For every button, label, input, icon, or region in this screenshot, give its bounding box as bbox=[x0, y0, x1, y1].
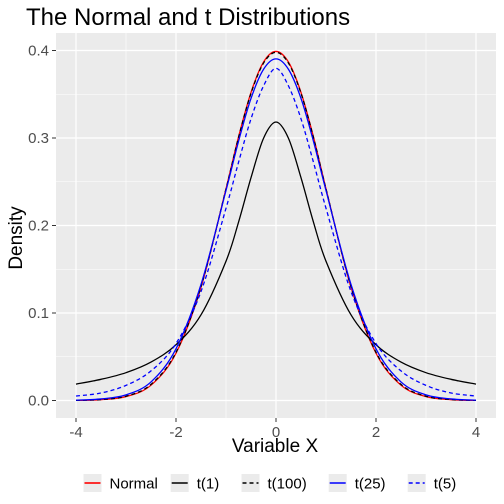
y-axis-title: Density bbox=[6, 206, 27, 270]
legend-label: Normal bbox=[110, 476, 158, 493]
y-tick-label: 0.2 bbox=[28, 218, 49, 235]
series-line-t-1 bbox=[75, 121, 477, 385]
legend-item-t-25: t(25) bbox=[328, 474, 386, 493]
axis-ticks bbox=[52, 50, 477, 422]
y-tick-label: 0.3 bbox=[28, 130, 49, 147]
legend-item-t-100: t(100) bbox=[241, 474, 307, 493]
x-tick-labels: -4 -2 0 2 4 bbox=[69, 424, 480, 441]
series-line-t-25 bbox=[75, 58, 477, 401]
legend: Normal t(1) t(100) t(25) t(5) bbox=[83, 474, 457, 493]
legend-label: t(1) bbox=[197, 476, 220, 493]
legend-label: t(100) bbox=[268, 476, 307, 493]
legend-item-normal: Normal bbox=[83, 474, 158, 493]
series-line-t-5 bbox=[75, 67, 477, 397]
y-tick-label: 0.4 bbox=[28, 43, 49, 60]
y-tick-labels: 0.0 0.1 0.2 0.3 0.4 bbox=[28, 43, 49, 410]
chart-title: The Normal and t Distributions bbox=[26, 4, 350, 31]
y-tick-label: 0.1 bbox=[28, 305, 49, 322]
legend-item-t-5: t(5) bbox=[407, 474, 457, 493]
x-tick-label: 2 bbox=[372, 424, 380, 441]
x-tick-label: -2 bbox=[169, 424, 182, 441]
series-lines bbox=[75, 50, 477, 402]
legend-label: t(25) bbox=[355, 476, 386, 493]
y-tick-label: 0.0 bbox=[28, 393, 49, 410]
x-tick-label: 0 bbox=[272, 424, 280, 441]
series-line-t-100 bbox=[75, 51, 477, 401]
x-tick-label: -4 bbox=[69, 424, 82, 441]
legend-item-t-1: t(1) bbox=[170, 474, 220, 493]
x-axis-title: Variable X bbox=[232, 436, 319, 457]
legend-label: t(5) bbox=[434, 476, 457, 493]
x-tick-label: 4 bbox=[472, 424, 480, 441]
